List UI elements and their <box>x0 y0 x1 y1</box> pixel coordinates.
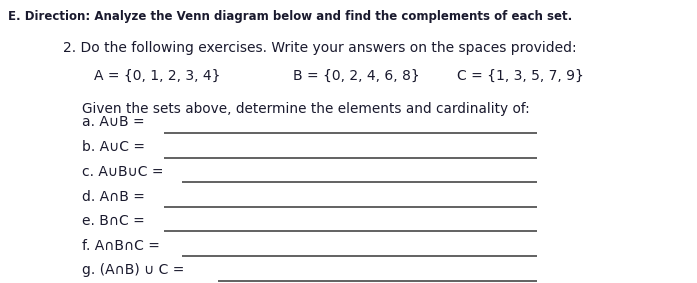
Text: e. B∩C =: e. B∩C = <box>82 214 148 228</box>
Text: B = {0, 2, 4, 6, 8}: B = {0, 2, 4, 6, 8} <box>293 69 420 83</box>
Text: 2. Do the following exercises. Write your answers on the spaces provided:: 2. Do the following exercises. Write you… <box>63 41 576 55</box>
Text: b. A∪C =: b. A∪C = <box>82 140 148 154</box>
Text: a. A∪B =: a. A∪B = <box>82 115 148 129</box>
Text: c. A∪B∪C =: c. A∪B∪C = <box>82 165 167 179</box>
Text: g. (A∩B) ∪ C =: g. (A∩B) ∪ C = <box>82 263 187 277</box>
Text: C = {1, 3, 5, 7, 9}: C = {1, 3, 5, 7, 9} <box>457 69 583 83</box>
Text: E. Direction: Analyze the Venn diagram below and find the complements of each se: E. Direction: Analyze the Venn diagram b… <box>8 10 573 23</box>
Text: f. A∩B∩C =: f. A∩B∩C = <box>82 239 163 253</box>
Text: Given the sets above, determine the elements and cardinality of:: Given the sets above, determine the elem… <box>82 102 530 116</box>
Text: d. A∩B =: d. A∩B = <box>82 190 148 204</box>
Text: A = {0, 1, 2, 3, 4}: A = {0, 1, 2, 3, 4} <box>94 69 220 83</box>
